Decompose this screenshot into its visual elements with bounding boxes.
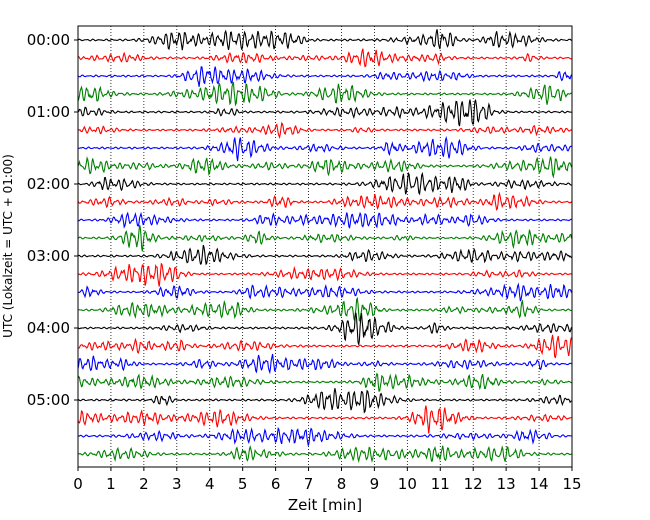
x-tick-label: 10 — [398, 475, 417, 493]
y-tick-label: 02:00 — [27, 175, 70, 193]
trace-0545 — [77, 445, 572, 463]
trace-0315 — [77, 262, 572, 287]
y-tick-label: 01:00 — [27, 103, 70, 121]
y-tick-label: 03:00 — [27, 247, 70, 265]
trace-0530 — [77, 426, 572, 446]
trace-0400 — [77, 312, 573, 345]
x-tick-label: 7 — [304, 475, 314, 493]
trace-0445 — [77, 372, 572, 392]
x-tick-label: 1 — [106, 475, 116, 493]
x-tick-label: 14 — [530, 475, 549, 493]
trace-0500 — [77, 388, 572, 414]
x-tick-label: 15 — [562, 475, 581, 493]
x-tick-label: 4 — [205, 475, 215, 493]
y-tick-label: 00:00 — [27, 31, 70, 49]
x-tick-label: 6 — [271, 475, 281, 493]
trace-0015 — [77, 48, 572, 68]
trace-0345 — [77, 296, 572, 322]
grid-lines — [110, 26, 540, 467]
trace-0515 — [77, 405, 572, 434]
x-tick-label: 11 — [431, 475, 450, 493]
seismic-traces — [77, 29, 573, 463]
x-tick-label: 5 — [238, 475, 248, 493]
x-tick-label: 8 — [337, 475, 347, 493]
trace-0100 — [77, 99, 572, 127]
trace-0300 — [77, 244, 572, 266]
trace-0430 — [77, 353, 572, 375]
trace-0000 — [77, 29, 572, 51]
y-tick-label: 05:00 — [27, 391, 70, 409]
x-tick-label: 0 — [73, 475, 83, 493]
trace-0230 — [77, 211, 572, 229]
trace-0115 — [77, 121, 572, 140]
plot-frame — [77, 25, 573, 468]
x-tick-label: 9 — [370, 475, 380, 493]
x-axis-label: Zeit [min] — [288, 496, 362, 514]
y-tick-label: 04:00 — [27, 319, 70, 337]
x-tick-label: 13 — [497, 475, 516, 493]
x-tick-label: 12 — [464, 475, 483, 493]
x-tick-label: 2 — [139, 475, 149, 493]
y-axis-label: UTC (Lokalzeit = UTC + 01:00) — [1, 154, 15, 338]
trace-0200 — [77, 171, 572, 196]
trace-0245 — [77, 224, 573, 252]
trace-0215 — [77, 191, 572, 211]
trace-0415 — [77, 334, 573, 359]
trace-0145 — [77, 156, 573, 179]
trace-0030 — [77, 66, 573, 87]
y-axis-ticks: 00:00 01:00 02:00 03:00 04:00 05:00 — [27, 31, 78, 409]
trace-0330 — [77, 282, 573, 302]
x-tick-label: 3 — [172, 475, 182, 493]
trace-0130 — [77, 135, 572, 162]
x-axis-ticks: 0 1 2 3 4 5 6 7 8 9 10 11 12 13 14 15 — [73, 467, 582, 493]
trace-0045 — [77, 81, 572, 107]
